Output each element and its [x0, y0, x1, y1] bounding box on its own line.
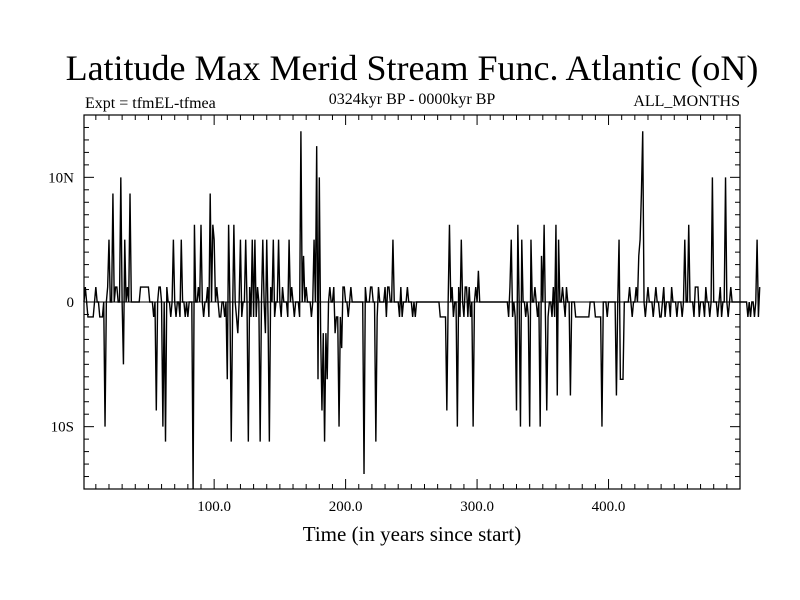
tick-labels: 100.0 200.0 300.0 400.0 10S 0 10N: [48, 170, 625, 515]
y-tick-label: 0: [67, 295, 75, 311]
y-tick-label: 10N: [48, 170, 74, 186]
plot-frame: [83, 114, 741, 490]
series-line: [83, 131, 761, 490]
y-tick-label: 10S: [51, 420, 74, 436]
x-tick-label: 200.0: [329, 499, 363, 515]
subtitle-experiment: Expt = tfmEL-tfmea: [85, 95, 216, 112]
x-tick-label: 400.0: [592, 499, 626, 515]
subtitle-period: 0324kyr BP - 0000kyr BP: [329, 91, 496, 108]
x-tick-label: 300.0: [460, 499, 494, 515]
x-tick-label: 100.0: [197, 499, 231, 515]
chart-title: Latitude Max Merid Stream Func. Atlantic…: [66, 48, 759, 88]
x-axis-label: Time (in years since start): [303, 522, 522, 546]
subtitle-months: ALL_MONTHS: [633, 93, 740, 110]
axis-ticks: [84, 115, 740, 489]
